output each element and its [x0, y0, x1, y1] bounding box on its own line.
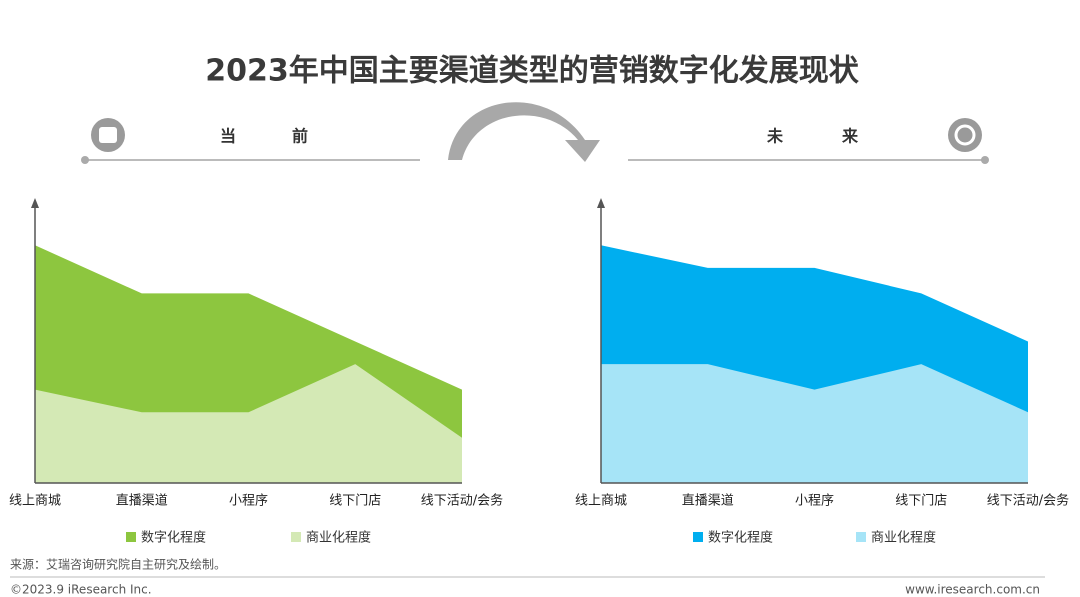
copyright: ©2023.9 iResearch Inc.: [10, 583, 152, 597]
header-label: 当: [220, 127, 236, 146]
x-tick-label: 线上商城: [575, 494, 627, 509]
x-tick-label: 线上商城: [9, 494, 61, 509]
legend-swatch: [291, 532, 301, 542]
header-label: 未: [766, 127, 783, 146]
x-tick-label: 线下门店: [895, 494, 947, 509]
legend-swatch: [693, 532, 703, 542]
legend-label: 商业化程度: [306, 530, 371, 546]
website: www.iresearch.com.cn: [905, 583, 1040, 597]
x-tick-label: 小程序: [229, 494, 268, 509]
area: [601, 364, 1028, 483]
transition-arrow: [448, 102, 600, 162]
legend-label: 商业化程度: [871, 530, 936, 546]
page-title: 2023年中国主要渠道类型的营销数字化发展现状: [205, 54, 859, 89]
dot: [981, 156, 989, 164]
x-tick-label: 线下门店: [329, 494, 381, 509]
icon: [948, 118, 982, 152]
x-tick-label: 小程序: [795, 494, 834, 509]
icon-glyph: [954, 124, 976, 146]
source-note: 来源：艾瑞咨询研究院自主研究及绘制。: [10, 557, 226, 572]
header-label: 前: [292, 127, 308, 146]
legend-swatch: [856, 532, 866, 542]
axis-arrow: [31, 198, 39, 208]
legend-label: 数字化程度: [141, 530, 206, 546]
axis-arrow: [597, 198, 605, 208]
legend-swatch: [126, 532, 136, 542]
x-tick-label: 直播渠道: [682, 494, 734, 509]
x-tick-label: 线下活动/会务: [987, 493, 1069, 509]
x-tick-label: 直播渠道: [116, 494, 168, 509]
header-label: 来: [841, 127, 859, 146]
x-tick-label: 线下活动/会务: [421, 493, 503, 509]
legend-label: 数字化程度: [708, 530, 773, 546]
dot: [81, 156, 89, 164]
area: [35, 364, 462, 483]
icon-glyph: [99, 127, 117, 143]
